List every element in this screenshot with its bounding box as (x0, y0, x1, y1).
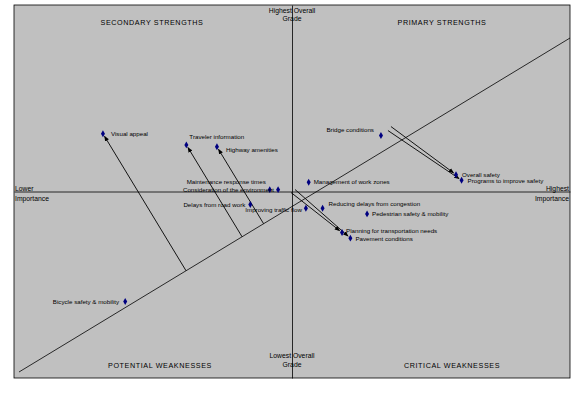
axis-end-label: Importance (535, 195, 569, 203)
point-label: Maintenance response times (187, 178, 266, 185)
point-label: Visual appeal (111, 130, 148, 137)
point (184, 141, 188, 148)
point-label: Management of work zones (314, 178, 390, 185)
point (340, 229, 344, 236)
point-label: Bridge conditions (326, 126, 373, 133)
point (454, 171, 458, 178)
quadrant-label: CRITICAL WEAKNESSES (404, 361, 500, 370)
point (379, 132, 383, 139)
chart: Visual appeal Traveler information Highway… (0, 0, 576, 393)
point-label: Delays from road work (183, 201, 246, 208)
point (365, 210, 369, 217)
y-axis (292, 6, 293, 379)
axis-end-label: Highest (546, 185, 569, 193)
point-label: Pedestrian safety & mobility (372, 210, 449, 217)
point-label: Consideration of the environment (183, 186, 274, 193)
point-label: Pavement conditions (355, 235, 412, 242)
axis-end-label: Grade (283, 15, 302, 22)
axis-end-label: Importance (15, 195, 49, 203)
point-label: Traveler information (189, 133, 244, 140)
axis-end-label: Lower (15, 185, 34, 192)
point-label: Highway amenities (226, 146, 278, 153)
axis-line (292, 6, 293, 379)
point (101, 130, 105, 137)
point (123, 298, 127, 305)
point (321, 205, 325, 212)
point-label: Bicycle safety & mobility (53, 298, 120, 305)
quadrant-label: SECONDARY STRENGTHS (101, 18, 204, 27)
diagonal (19, 38, 570, 372)
point-label: Reducing delays from congestion (329, 200, 421, 207)
plot-area (19, 38, 570, 372)
point (276, 186, 280, 193)
point (460, 177, 464, 184)
point-labels: Visual appeal Traveler information Highway… (53, 126, 544, 305)
axis-end-label: Lowest Overall (270, 352, 315, 359)
point (307, 179, 311, 186)
quadrant-label: PRIMARY STRENGTHS (397, 18, 486, 27)
arrow (388, 131, 459, 179)
quadrant-label: POTENTIAL WEAKNESSES (108, 361, 212, 370)
point (304, 205, 308, 212)
point-label: Programs to improve safety (468, 177, 545, 184)
point-label: Improving traffic flow (245, 206, 302, 213)
axis-end-label: Grade (283, 361, 302, 368)
point-label: Planning for transportation needs (346, 227, 437, 234)
arrow (295, 190, 348, 237)
axis-end-label: Highest Overall (269, 7, 316, 15)
point (348, 235, 352, 242)
point (215, 143, 219, 150)
arrow (391, 127, 454, 173)
arrow (105, 136, 187, 270)
plot-frame (14, 5, 570, 378)
points (101, 130, 464, 305)
